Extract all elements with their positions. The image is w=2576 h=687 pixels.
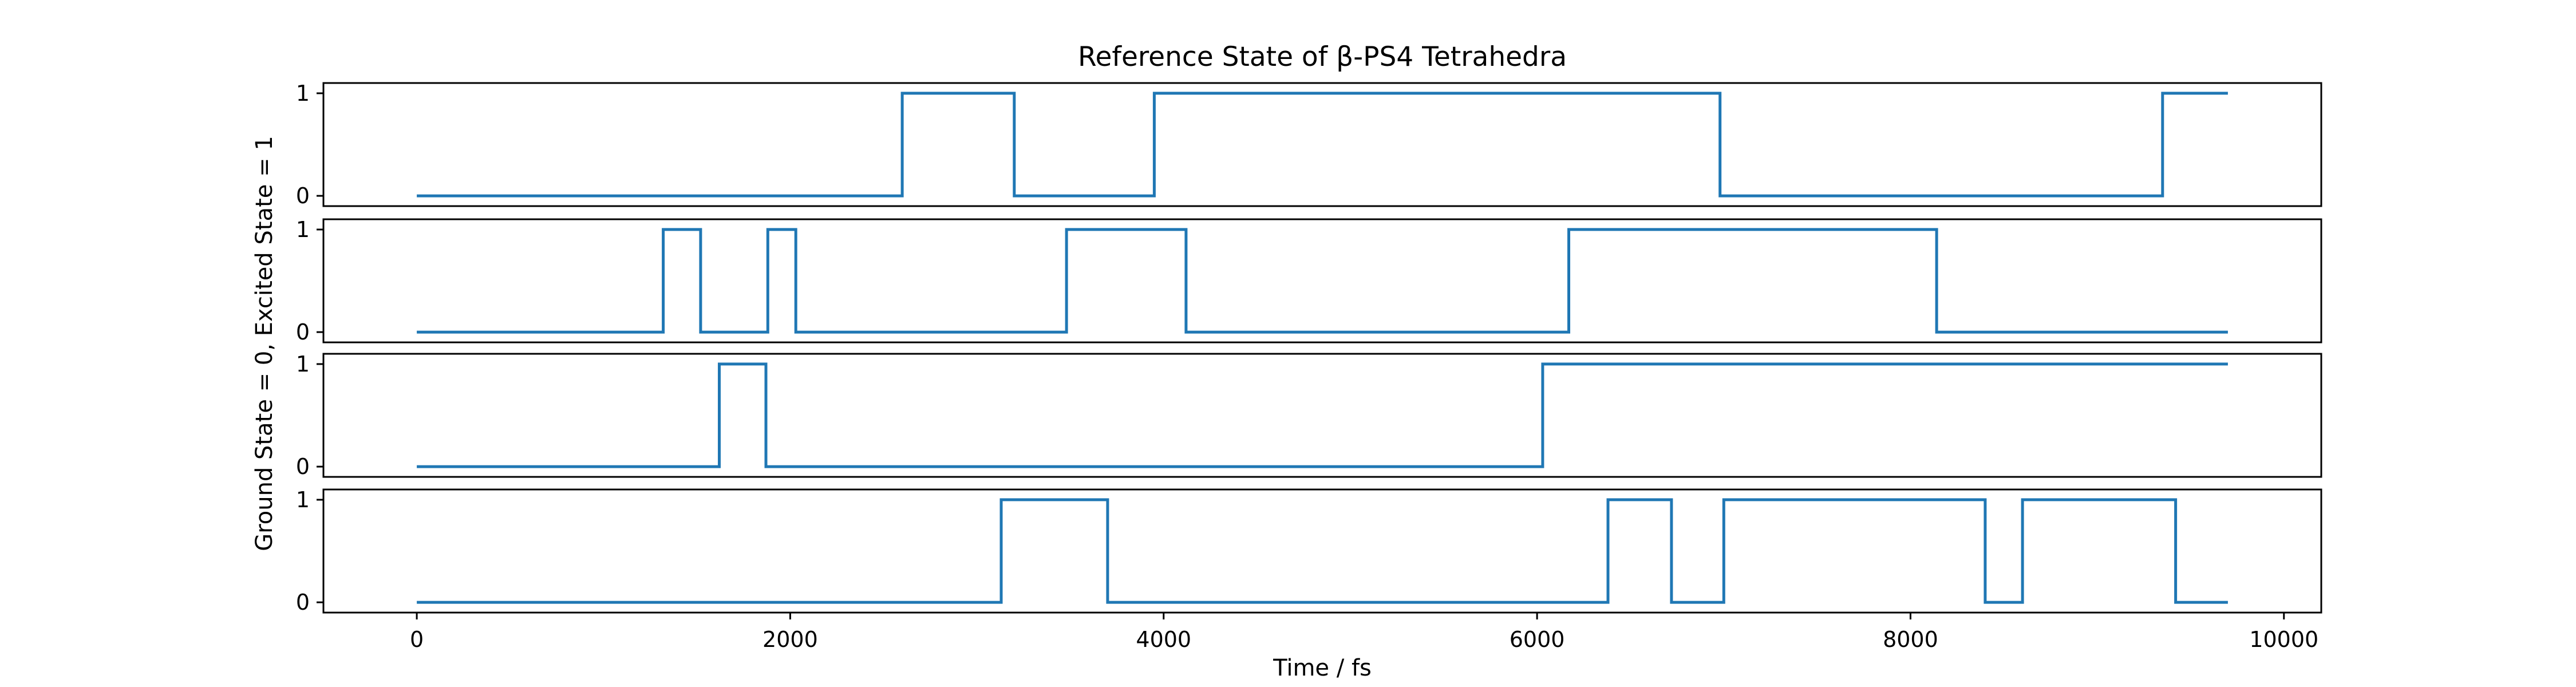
panel-1-y-tick-label: 1 — [296, 81, 310, 106]
panel-2-y-tick-label: 0 — [296, 319, 310, 345]
x-tick-label: 0 — [410, 627, 424, 652]
x-tick-label: 8000 — [1883, 627, 1938, 652]
panel-1-y-tick-label: 0 — [296, 183, 310, 208]
panel-4-series-line — [417, 498, 2228, 604]
panel-3-series-line — [417, 362, 2228, 468]
chart-title: Reference State of β-PS4 Tetrahedra — [1078, 41, 1567, 73]
panel-1: 01 — [296, 81, 2322, 208]
x-tick-label: 10000 — [2249, 627, 2318, 652]
panel-3: 01 — [296, 352, 2322, 479]
panel-1-frame — [322, 82, 2322, 207]
panel-2: 01 — [296, 217, 2322, 345]
panel-4-y-tick-label: 1 — [296, 487, 310, 512]
panel-4-y-tick-label: 0 — [296, 590, 310, 615]
panel-3-y-tick-label: 0 — [296, 454, 310, 479]
x-tick-label: 4000 — [1136, 627, 1191, 652]
panel-2-y-tick-label: 1 — [296, 217, 310, 242]
x-axis: 0 2000 4000 6000 8000 10000 — [410, 613, 2318, 652]
panel-3-frame — [322, 353, 2322, 478]
x-tick-label: 2000 — [762, 627, 818, 652]
panel-2-frame — [322, 218, 2322, 344]
panel-4: 01 — [296, 487, 2322, 615]
x-axis-label: Time / fs — [1273, 655, 1372, 681]
panel-1-series-line — [417, 92, 2228, 198]
x-tick-label: 6000 — [1510, 627, 1565, 652]
panel-2-series-line — [417, 228, 2228, 334]
panel-3-y-tick-label: 1 — [296, 352, 310, 377]
y-axis-label: Ground State = 0, Excited State = 1 — [251, 136, 278, 551]
panel-4-frame — [322, 488, 2322, 614]
